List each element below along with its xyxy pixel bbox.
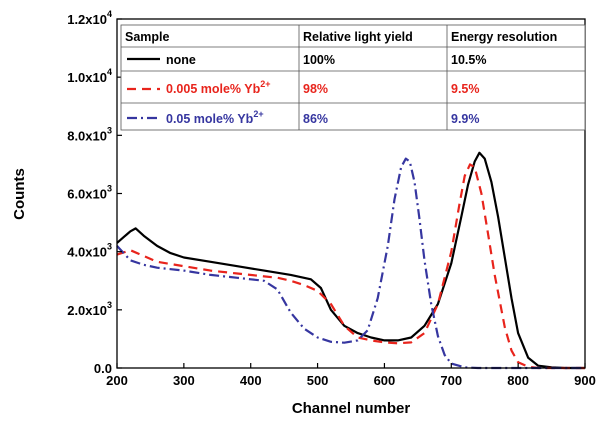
x-tick-label: 700 (440, 373, 462, 388)
series-line-2 (116, 157, 585, 370)
y-tick-label: 6.0x103 (67, 184, 112, 202)
x-tick-label: 600 (374, 373, 396, 388)
legend-table: Sample Relative light yield Energy resol… (120, 24, 586, 131)
series-layer (116, 151, 585, 370)
legend-label-yb-005: 0.05 mole% Yb2+ (166, 109, 264, 126)
x-tick-label: 500 (307, 373, 329, 388)
legend-label-yb-0005: 0.005 mole% Yb2+ (166, 79, 271, 96)
legend-header-energy-resolution: Energy resolution (451, 30, 557, 44)
legend-light-yield-yb-0005: 98% (303, 82, 328, 96)
y-tick-label: 8.0x103 (67, 125, 112, 143)
x-tick-label: 900 (574, 373, 596, 388)
legend-resolution-yb-005: 9.9% (451, 112, 480, 126)
x-tick-label: 400 (240, 373, 262, 388)
x-tick-label: 300 (173, 373, 195, 388)
legend-resolution-none: 10.5% (451, 53, 486, 67)
series-line-1 (116, 163, 585, 370)
series-line-0 (116, 151, 585, 370)
legend-label-none: none (166, 53, 196, 67)
y-tick-label: 0.0 (94, 361, 112, 376)
y-axis-title: Counts (11, 168, 28, 220)
x-tick-label: 800 (507, 373, 529, 388)
y-tick-label: 2.0x103 (67, 300, 112, 318)
legend-resolution-yb-0005: 9.5% (451, 82, 480, 96)
y-tick-label: 1.2x104 (67, 9, 112, 27)
legend-light-yield-none: 100% (303, 53, 335, 67)
y-tick-label: 1.0x104 (67, 67, 112, 85)
legend-table-border (120, 24, 586, 131)
y-tick-label: 4.0x103 (67, 242, 112, 260)
legend-header-sample: Sample (125, 30, 170, 44)
legend-header-light-yield: Relative light yield (303, 30, 413, 44)
legend-light-yield-yb-005: 86% (303, 112, 328, 126)
x-axis-title: Channel number (292, 400, 411, 417)
x-tick-label: 200 (106, 373, 128, 388)
tick-layer: 200 300 400 500 600 700 800 900 0.0 2.0x103 4.0x10… (67, 9, 596, 388)
